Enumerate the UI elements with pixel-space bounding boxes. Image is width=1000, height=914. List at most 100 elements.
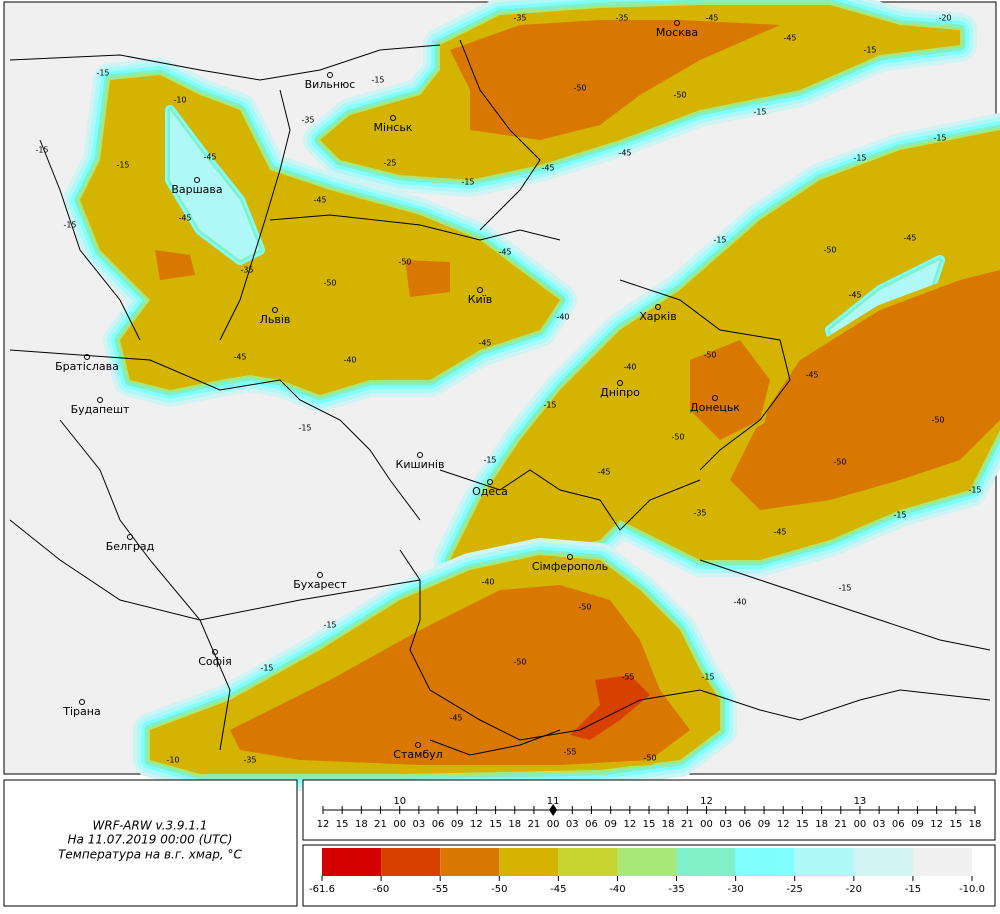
city-label: Москва <box>656 26 698 39</box>
contour-label: -55 <box>621 673 634 682</box>
hour-label: 00 <box>854 819 867 830</box>
day-label: 13 <box>854 796 867 807</box>
contour-label: -50 <box>931 416 944 425</box>
hour-label: 00 <box>547 819 560 830</box>
cloud-core <box>170 110 260 260</box>
hour-label: 06 <box>739 819 752 830</box>
contour-label: -15 <box>968 486 981 495</box>
city-label: Мінськ <box>374 121 413 134</box>
info-box <box>3 779 298 907</box>
contour-label: -35 <box>513 14 526 23</box>
contour-label: -35 <box>243 756 256 765</box>
cloud-core <box>570 675 650 740</box>
border <box>269 214 561 241</box>
city-label: Кишинів <box>396 458 445 471</box>
legend-swatch <box>735 848 795 876</box>
hour-label: 15 <box>949 819 962 830</box>
hour-label: 15 <box>336 819 349 830</box>
contour-label: -10 <box>166 756 179 765</box>
cloud-core <box>155 250 195 280</box>
contour-label: -15 <box>63 221 76 230</box>
legend-label: -35 <box>668 884 684 895</box>
contour-label: -25 <box>383 159 396 168</box>
city-marker <box>674 20 680 26</box>
hour-label: 03 <box>413 819 426 830</box>
city-label: Київ <box>468 293 493 306</box>
contour-label: -35 <box>693 509 706 518</box>
contour-label: -45 <box>203 153 216 162</box>
hour-label: 15 <box>796 819 809 830</box>
city-label: Стамбул <box>393 748 442 761</box>
hour-label: 09 <box>911 819 924 830</box>
legend-swatch <box>381 848 441 876</box>
hour-label: 18 <box>508 819 521 830</box>
contour-label: -20 <box>938 14 951 23</box>
contour-label: -45 <box>541 164 554 173</box>
contour-label: -45 <box>773 528 786 537</box>
hour-label: 09 <box>451 819 464 830</box>
contour-label: -45 <box>705 14 718 23</box>
hour-label: 18 <box>815 819 828 830</box>
cloud-core <box>690 340 770 440</box>
city-label: Софія <box>198 655 232 668</box>
contour-label: -45 <box>178 214 191 223</box>
date: На 11.07.2019 00:00 (UTC) <box>68 833 233 847</box>
contour-label: -45 <box>498 248 511 257</box>
contour-label: -45 <box>805 371 818 380</box>
border <box>9 519 421 621</box>
contour-label: -50 <box>573 84 586 93</box>
city-label: Львів <box>260 313 291 326</box>
border <box>619 279 791 471</box>
legend-swatch <box>440 848 500 876</box>
hour-label: 21 <box>681 819 694 830</box>
hour-label: 18 <box>969 819 982 830</box>
legend-swatch <box>912 848 972 876</box>
city-marker <box>327 72 333 78</box>
hour-label: 12 <box>777 819 790 830</box>
legend-label: -61.6 <box>309 884 335 895</box>
contour-label: -45 <box>848 291 861 300</box>
border <box>439 469 701 531</box>
legend-label: -55 <box>432 884 448 895</box>
city-marker <box>272 307 278 313</box>
hour-label: 18 <box>355 819 368 830</box>
contour-label: -15 <box>933 134 946 143</box>
contour-label: -50 <box>703 351 716 360</box>
city-marker <box>390 115 396 121</box>
hour-label: 12 <box>317 819 330 830</box>
legend-label: -30 <box>727 884 743 895</box>
contour-label: -15 <box>713 236 726 245</box>
contour-label: -15 <box>483 456 496 465</box>
contour-label: -15 <box>543 401 556 410</box>
legend-swatch <box>322 848 382 876</box>
city-label: Тірана <box>62 705 100 718</box>
contour-label: -50 <box>671 433 684 442</box>
border <box>459 39 541 231</box>
hour-label: 15 <box>643 819 656 830</box>
contour-label: -45 <box>618 149 631 158</box>
legend-swatch <box>617 848 677 876</box>
overlay: Москва Вильнюс Мінськ Варшава Київ Львів Браті… <box>35 14 984 896</box>
day-label: 12 <box>700 796 713 807</box>
city-marker <box>567 554 573 560</box>
contour-label: -15 <box>753 108 766 117</box>
hour-label: 09 <box>758 819 771 830</box>
legend-label: -45 <box>550 884 566 895</box>
contour-label: -45 <box>903 234 916 243</box>
hour-label: 06 <box>585 819 598 830</box>
contour-label: -50 <box>823 246 836 255</box>
contour-label: -40 <box>623 363 636 372</box>
legend-swatch <box>853 848 913 876</box>
contour-label: -40 <box>481 578 494 587</box>
contour-label: -45 <box>783 34 796 43</box>
city-marker <box>317 572 323 578</box>
border <box>429 729 561 756</box>
city-label: Одеса <box>472 485 508 498</box>
hour-label: 00 <box>700 819 713 830</box>
hour-label: 03 <box>719 819 732 830</box>
contour-label: -45 <box>478 339 491 348</box>
city-label: Харків <box>639 310 676 323</box>
legend-swatch <box>499 848 559 876</box>
contour-label: -45 <box>313 196 326 205</box>
